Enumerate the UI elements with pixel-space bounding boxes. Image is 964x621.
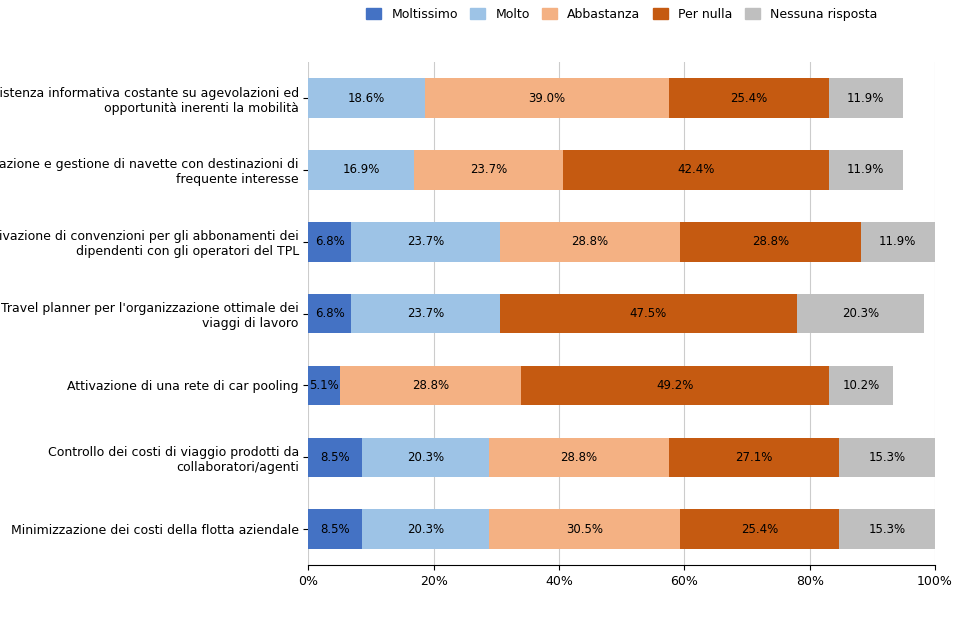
Text: 28.8%: 28.8% <box>561 451 598 464</box>
Text: 8.5%: 8.5% <box>320 451 350 464</box>
Bar <box>308 222 351 261</box>
Text: 20.3%: 20.3% <box>843 307 879 320</box>
Bar <box>829 366 893 406</box>
Bar <box>669 78 828 118</box>
Bar <box>351 294 499 333</box>
Text: 27.1%: 27.1% <box>736 451 773 464</box>
Legend: Moltissimo, Molto, Abbastanza, Per nulla, Nessuna risposta: Moltissimo, Molto, Abbastanza, Per nulla… <box>362 3 882 26</box>
Bar <box>308 509 362 549</box>
Bar <box>308 438 362 477</box>
Bar <box>308 294 351 333</box>
Bar <box>861 222 935 261</box>
Bar <box>680 222 861 261</box>
Bar <box>308 78 425 118</box>
Text: 11.9%: 11.9% <box>879 235 917 248</box>
Text: 10.2%: 10.2% <box>843 379 880 392</box>
Bar <box>308 366 340 406</box>
Bar <box>499 294 797 333</box>
Text: 5.1%: 5.1% <box>309 379 339 392</box>
Bar <box>521 366 829 406</box>
Text: 28.8%: 28.8% <box>752 235 789 248</box>
Text: 23.7%: 23.7% <box>470 163 507 176</box>
Text: 28.8%: 28.8% <box>572 235 608 248</box>
Bar <box>669 438 840 477</box>
Text: 11.9%: 11.9% <box>847 91 885 104</box>
Text: 39.0%: 39.0% <box>528 91 566 104</box>
Text: 47.5%: 47.5% <box>629 307 667 320</box>
Bar <box>415 150 563 189</box>
Bar <box>362 438 489 477</box>
Text: 6.8%: 6.8% <box>315 235 345 248</box>
Text: 8.5%: 8.5% <box>320 523 350 536</box>
Bar <box>829 150 903 189</box>
Text: 16.9%: 16.9% <box>343 163 380 176</box>
Text: 25.4%: 25.4% <box>731 91 767 104</box>
Text: 18.6%: 18.6% <box>348 91 386 104</box>
Bar <box>797 294 924 333</box>
Bar <box>563 150 829 189</box>
Bar <box>308 150 415 189</box>
Bar <box>340 366 521 406</box>
Bar <box>489 509 680 549</box>
Text: 15.3%: 15.3% <box>869 523 906 536</box>
Text: 23.7%: 23.7% <box>407 307 444 320</box>
Text: 28.8%: 28.8% <box>412 379 449 392</box>
Text: 42.4%: 42.4% <box>677 163 714 176</box>
Bar <box>425 78 669 118</box>
Bar <box>489 438 669 477</box>
Bar <box>499 222 680 261</box>
Bar <box>840 509 935 549</box>
Text: 20.3%: 20.3% <box>407 523 443 536</box>
Bar <box>680 509 840 549</box>
Text: 49.2%: 49.2% <box>656 379 694 392</box>
Bar <box>362 509 489 549</box>
Text: 23.7%: 23.7% <box>407 235 444 248</box>
Text: 30.5%: 30.5% <box>566 523 603 536</box>
Text: 25.4%: 25.4% <box>741 523 778 536</box>
Text: 11.9%: 11.9% <box>847 163 885 176</box>
Bar <box>829 78 903 118</box>
Bar <box>840 438 935 477</box>
Text: 20.3%: 20.3% <box>407 451 443 464</box>
Bar <box>351 222 499 261</box>
Text: 15.3%: 15.3% <box>869 451 906 464</box>
Text: 6.8%: 6.8% <box>315 307 345 320</box>
